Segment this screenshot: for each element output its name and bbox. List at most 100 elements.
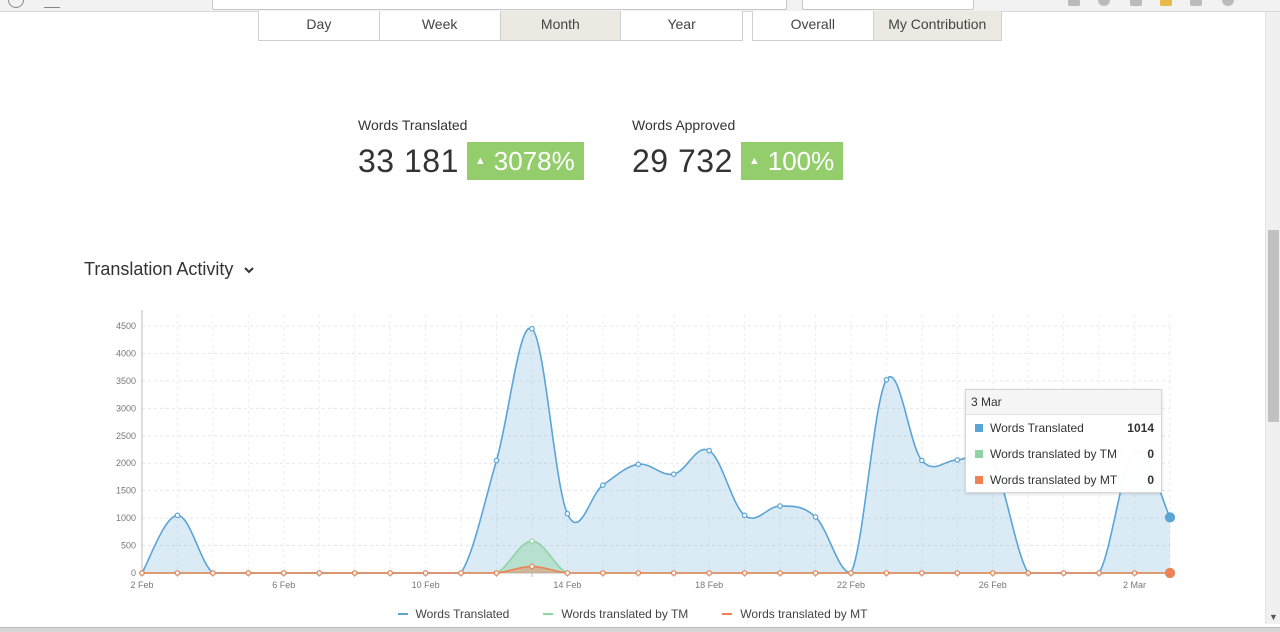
period-selector: Day Week Month Year bbox=[258, 11, 743, 41]
data-point bbox=[245, 570, 252, 576]
series-area bbox=[142, 328, 1170, 573]
y-tick-label: 2000 bbox=[116, 458, 136, 468]
data-point bbox=[174, 570, 181, 576]
data-point bbox=[1096, 570, 1102, 576]
tooltip-series-name: Words translated by MT bbox=[990, 473, 1118, 487]
tab-week[interactable]: Week bbox=[380, 11, 501, 40]
legend-label: Words translated by MT bbox=[740, 607, 868, 621]
data-point bbox=[883, 376, 890, 383]
data-point bbox=[848, 570, 854, 576]
words-approved-value: 29 732 bbox=[632, 143, 733, 179]
data-point bbox=[741, 512, 748, 519]
tooltip-row: Words translated by MT 0 bbox=[966, 467, 1161, 493]
legend-item-mt[interactable]: Words translated by MT bbox=[722, 607, 867, 621]
x-tick-label: 18 Feb bbox=[695, 580, 723, 590]
data-point bbox=[1164, 512, 1176, 523]
tooltip-series-name: Words Translated bbox=[990, 421, 1084, 435]
data-point bbox=[564, 510, 571, 517]
legend-item-words-translated[interactable]: Words Translated bbox=[397, 607, 509, 621]
data-point bbox=[316, 570, 323, 576]
page-scrollbar[interactable]: ▼ bbox=[1265, 12, 1280, 624]
data-point bbox=[777, 570, 783, 576]
legend-swatch bbox=[397, 613, 408, 615]
taskbar bbox=[0, 627, 1280, 632]
words-translated-change: 3078% bbox=[493, 146, 575, 176]
x-tick-label: 2 Mar bbox=[1123, 580, 1146, 590]
data-point bbox=[1025, 570, 1032, 576]
data-point bbox=[1131, 570, 1138, 576]
data-point bbox=[954, 570, 961, 576]
words-approved-stat: Words Approved 29 732 ▲ 100% bbox=[632, 117, 844, 180]
data-point bbox=[529, 538, 535, 544]
data-point bbox=[706, 570, 712, 576]
y-tick-label: 1500 bbox=[116, 486, 136, 496]
series-line bbox=[142, 565, 1170, 574]
chart-legend: Words Translated Words translated by TM … bbox=[0, 607, 1265, 621]
x-tick-label: 26 Feb bbox=[979, 580, 1007, 590]
tooltip-swatch bbox=[975, 450, 983, 458]
chart-tooltip: 3 Mar Words Translated 1014 Words transl… bbox=[965, 389, 1162, 493]
address-bar[interactable] bbox=[212, 0, 787, 10]
extension-icon[interactable] bbox=[1098, 0, 1110, 6]
tab-month[interactable]: Month bbox=[500, 11, 622, 40]
legend-swatch bbox=[543, 613, 554, 615]
tooltip-swatch bbox=[975, 424, 983, 432]
data-point bbox=[529, 325, 535, 332]
data-point bbox=[812, 570, 819, 576]
data-point bbox=[741, 570, 748, 576]
y-tick-label: 500 bbox=[121, 541, 136, 551]
tooltip-series-value: 0 bbox=[1147, 447, 1154, 461]
tab-year[interactable]: Year bbox=[667, 16, 696, 32]
words-translated-stat: Words Translated 33 181 ▲ 3078% bbox=[358, 117, 584, 180]
data-point bbox=[954, 457, 961, 463]
x-tick-label: 10 Feb bbox=[412, 580, 440, 590]
tab-day[interactable]: Day bbox=[259, 11, 380, 40]
tooltip-row: Words translated by TM 0 bbox=[966, 441, 1161, 467]
data-point bbox=[351, 570, 358, 576]
data-point bbox=[493, 570, 500, 576]
scroll-down-arrow-icon[interactable]: ▼ bbox=[1269, 612, 1278, 622]
translation-activity-dropdown[interactable]: Translation Activity bbox=[84, 259, 255, 280]
words-translated-label: Words Translated bbox=[358, 117, 468, 133]
data-point bbox=[812, 514, 819, 520]
words-translated-value: 33 181 bbox=[358, 143, 459, 179]
arrow-up-icon: ▲ bbox=[748, 155, 760, 167]
tab-overall[interactable]: Overall bbox=[753, 11, 874, 40]
section-title: Translation Activity bbox=[84, 259, 234, 279]
data-point bbox=[174, 512, 181, 519]
data-point bbox=[883, 570, 890, 576]
data-point bbox=[919, 457, 925, 464]
data-point bbox=[280, 570, 287, 576]
scrollbar-thumb[interactable] bbox=[1268, 230, 1279, 422]
data-point bbox=[387, 570, 393, 576]
arrow-up-icon: ▲ bbox=[474, 155, 486, 167]
browser-search-box[interactable] bbox=[802, 0, 974, 10]
back-icon[interactable] bbox=[8, 0, 24, 8]
y-tick-label: 1000 bbox=[116, 513, 136, 523]
extension-icon[interactable] bbox=[1190, 0, 1202, 6]
data-point bbox=[1060, 570, 1067, 576]
legend-swatch bbox=[722, 613, 733, 615]
forward-icon[interactable] bbox=[44, 0, 60, 8]
data-point bbox=[635, 570, 642, 576]
chart-svg: 0 500 1000 1500 2000 2500 3000 3500 4000 4500 2 Fe… bbox=[116, 310, 1176, 590]
data-point bbox=[564, 570, 571, 576]
legend-item-tm[interactable]: Words translated by TM bbox=[543, 607, 688, 621]
x-tick-label: 22 Feb bbox=[837, 580, 865, 590]
x-tick-label: 14 Feb bbox=[553, 580, 581, 590]
extension-icon[interactable] bbox=[1130, 0, 1142, 6]
tooltip-series-value: 0 bbox=[1147, 473, 1154, 487]
tooltip-swatch bbox=[975, 476, 983, 484]
words-translated-change-badge: ▲ 3078% bbox=[466, 142, 584, 180]
data-point bbox=[777, 503, 783, 509]
words-approved-label: Words Approved bbox=[632, 117, 736, 133]
legend-label: Words translated by TM bbox=[561, 607, 689, 621]
tab-my-contribution[interactable]: My Contribution bbox=[873, 11, 1001, 40]
chevron-down-icon bbox=[244, 266, 255, 273]
x-tick-label: 2 Feb bbox=[130, 580, 153, 590]
translation-activity-chart: 0 500 1000 1500 2000 2500 3000 3500 4000 4500 2 Fe… bbox=[84, 295, 1204, 595]
y-tick-label: 2500 bbox=[116, 431, 136, 441]
extension-icon[interactable] bbox=[1160, 0, 1172, 6]
extension-icon[interactable] bbox=[1222, 0, 1234, 6]
extension-icon[interactable] bbox=[1068, 0, 1080, 6]
